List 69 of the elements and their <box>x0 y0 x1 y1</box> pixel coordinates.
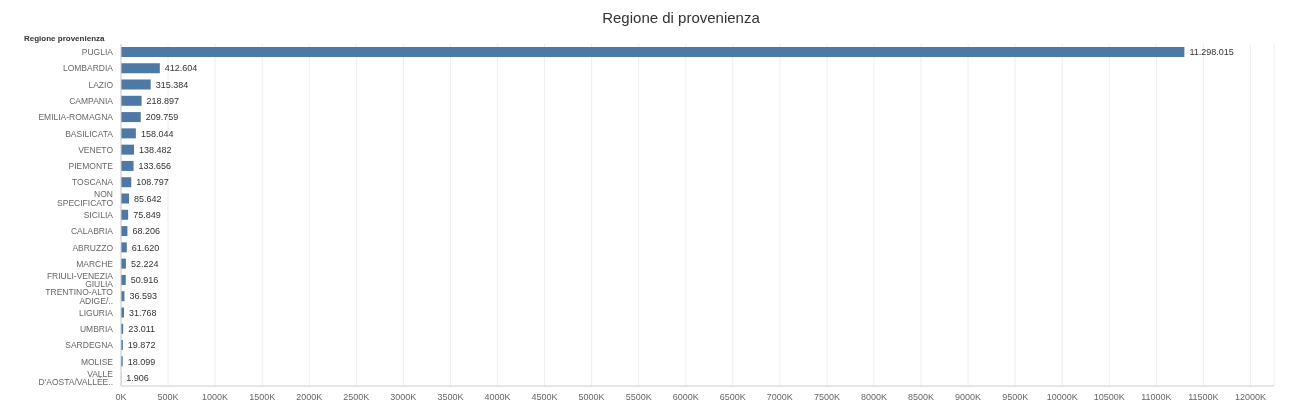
y-tick-label: PUGLIA <box>81 47 114 58</box>
x-tick-label: 6000K <box>672 392 699 403</box>
x-tick-label: 9500K <box>1002 392 1029 403</box>
data-label: 75.849 <box>133 209 161 220</box>
y-tick-label: MOLISE <box>80 356 114 367</box>
data-label: 218.897 <box>146 95 180 106</box>
y-tick-label: VALLE D'AOSTA/VALLÉE.. <box>38 368 114 388</box>
data-label: 315.384 <box>155 79 189 90</box>
x-tick-label: 8500K <box>908 392 935 403</box>
x-tick-label: 10000K <box>1046 392 1078 403</box>
x-tick-label: 6500K <box>719 392 746 403</box>
data-label: 50.916 <box>130 275 159 286</box>
y-tick-label: LIGURIA <box>78 307 114 318</box>
y-tick-label: SARDEGNA <box>65 340 114 351</box>
chart-title: Regione di provenienza <box>601 8 761 28</box>
y-axis-title: Regione provenienza <box>23 34 106 44</box>
data-label: 68.206 <box>132 226 160 237</box>
x-tick-label: 7500K <box>813 392 840 403</box>
data-label: 108.797 <box>136 177 169 188</box>
y-tick-label: PIEMONTE <box>68 161 114 172</box>
data-label: 209.759 <box>145 112 179 123</box>
data-label: 36.593 <box>129 291 157 302</box>
y-tick-label: CAMPANIA <box>69 96 114 107</box>
x-tick-label: 10500K <box>1093 392 1125 403</box>
x-tick-label: 4000K <box>484 392 511 403</box>
data-label: 138.482 <box>139 144 172 155</box>
data-label: 85.642 <box>134 193 162 204</box>
x-tick-label: 0K <box>115 392 127 403</box>
data-label: 158.044 <box>140 128 174 139</box>
data-label: 1.906 <box>126 372 149 383</box>
data-label: 11.298.015 <box>1189 47 1234 58</box>
data-label: 412.604 <box>164 63 198 74</box>
data-label: 61.620 <box>131 242 160 253</box>
x-tick-label: 12000K <box>1234 392 1266 403</box>
y-tick-label: CALABRIA <box>70 226 114 237</box>
x-tick-label: 9000K <box>955 392 982 403</box>
y-tick-label: ABRUZZO <box>72 242 114 253</box>
x-tick-label: 11000K <box>1141 392 1172 403</box>
x-tick-label: 5500K <box>625 392 652 403</box>
y-tick-label: EMILIA-ROMAGNA <box>38 112 114 123</box>
x-tick-label: 2000K <box>296 392 323 403</box>
x-tick-label: 7000K <box>766 392 793 403</box>
x-tick-label: 11500K <box>1188 392 1219 403</box>
data-label: 23.011 <box>128 323 156 334</box>
y-tick-label: FRIULI-VENEZIA GIULIA <box>46 270 114 290</box>
y-tick-label: TRENTINO-ALTO ADIGE/.. <box>45 287 114 306</box>
x-tick-label: 8000K <box>860 392 887 403</box>
y-tick-label: VENETO <box>78 144 114 155</box>
x-tick-label: 1500K <box>249 392 276 403</box>
x-tick-label: 500K <box>157 392 179 403</box>
y-tick-label: MARCHE <box>76 258 114 269</box>
y-tick-label: TOSCANA <box>72 177 114 188</box>
y-tick-label: BASILICATA <box>65 128 114 139</box>
y-tick-label: LOMBARDIA <box>62 63 114 74</box>
y-tick-label: LAZIO <box>88 79 114 90</box>
data-label: 18.099 <box>127 356 156 367</box>
x-tick-label: 2500K <box>343 392 370 403</box>
x-tick-label: 5000K <box>578 392 605 403</box>
data-label: 31.768 <box>128 307 157 318</box>
data-label: 52.224 <box>130 258 159 269</box>
x-tick-label: 3500K <box>437 392 464 403</box>
y-tick-label: UMBRIA <box>79 324 114 335</box>
data-label: 133.656 <box>138 161 172 172</box>
data-label: 19.872 <box>127 340 156 351</box>
y-tick-label: SICILIA <box>83 210 114 221</box>
x-tick-label: 1000K <box>202 392 229 403</box>
x-tick-label: 3000K <box>390 392 417 403</box>
y-tick-label: NON SPECIFICATO <box>57 189 114 208</box>
x-tick-label: 4500K <box>531 392 558 403</box>
